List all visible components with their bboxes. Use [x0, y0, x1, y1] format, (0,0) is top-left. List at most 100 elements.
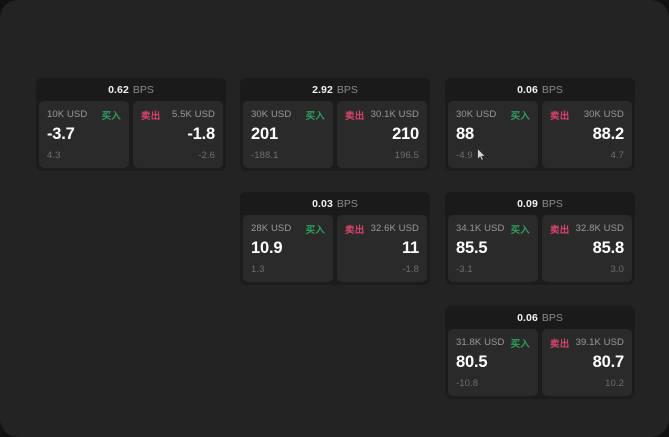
card-header: 0.03 BPS: [240, 192, 430, 215]
buy-price-row: 10.9: [251, 237, 325, 259]
sell-price-row: 11: [345, 237, 419, 259]
sell-size-label: 32.6K USD: [370, 223, 419, 234]
sell-action-label[interactable]: 卖出: [550, 338, 570, 350]
buy-action-label[interactable]: 买入: [510, 110, 530, 122]
bps-unit-label: BPS: [541, 197, 563, 210]
sell-delta-value: 196.5: [394, 149, 419, 161]
buy-side-panel[interactable]: 28K USD 买入 10.9 1.3: [243, 215, 333, 282]
buy-action-label[interactable]: 买入: [305, 224, 325, 236]
bps-value: 0.06: [517, 83, 538, 96]
buy-price-row: 85.5: [456, 237, 530, 259]
bps-value: 2.92: [312, 83, 333, 96]
sell-action-label[interactable]: 卖出: [550, 110, 570, 122]
card-body: 28K USD 买入 10.9 1.3 卖出 32.6K USD 11 -1.8: [240, 215, 430, 285]
sell-size-label: 32.8K USD: [575, 223, 624, 234]
buy-action-label[interactable]: 买入: [510, 338, 530, 350]
buy-action-label[interactable]: 买入: [101, 110, 121, 122]
buy-size-label: 30K USD: [251, 109, 292, 120]
sell-side-panel[interactable]: 卖出 30.1K USD 210 196.5: [337, 101, 427, 168]
sell-panel-header: 卖出 32.6K USD: [345, 222, 419, 236]
bps-value: 0.09: [517, 197, 538, 210]
buy-price-value: 88: [456, 124, 474, 143]
buy-price-value: 85.5: [456, 238, 488, 257]
sell-action-label[interactable]: 卖出: [141, 110, 161, 122]
buy-side-panel[interactable]: 34.1K USD 买入 85.5 -3.1: [448, 215, 538, 282]
sell-panel-header: 卖出 32.8K USD: [550, 222, 624, 236]
bps-value: 0.06: [517, 311, 538, 324]
sell-price-row: 85.8: [550, 237, 625, 259]
sell-action-label[interactable]: 卖出: [345, 224, 365, 236]
buy-size-label: 34.1K USD: [456, 223, 505, 234]
sell-size-label: 30K USD: [583, 109, 624, 120]
sell-price-row: 88.2: [550, 123, 625, 145]
quote-card[interactable]: 0.03 BPS 28K USD 买入 10.9 1.3 卖出 32.6K USD 11 -1.8: [240, 192, 430, 285]
sell-action-label[interactable]: 卖出: [550, 224, 570, 236]
sell-delta-value: -2.6: [198, 149, 215, 161]
sell-size-label: 39.1K USD: [575, 337, 624, 348]
buy-action-label[interactable]: 买入: [510, 224, 530, 236]
quote-card[interactable]: 0.06 BPS 30K USD 买入 88 -4.9 卖出 30K USD 88.2 4.7: [445, 78, 635, 171]
buy-delta-row: -188.1: [251, 148, 325, 162]
sell-delta-row: 10.2: [550, 376, 624, 390]
bps-unit-label: BPS: [132, 83, 154, 96]
sell-delta-row: 196.5: [345, 148, 419, 162]
sell-delta-value: 4.7: [610, 149, 624, 161]
buy-delta-value: -4.9: [456, 149, 473, 161]
buy-delta-row: -3.1: [456, 262, 530, 276]
card-body: 30K USD 买入 201 -188.1 卖出 30.1K USD 210 196.5: [240, 101, 430, 171]
buy-delta-row: -10.8: [456, 376, 530, 390]
buy-delta-row: 1.3: [251, 262, 325, 276]
buy-size-label: 30K USD: [456, 109, 497, 120]
quote-card[interactable]: 0.09 BPS 34.1K USD 买入 85.5 -3.1 卖出 32.8K USD 85.…: [445, 192, 635, 285]
column-1: 0.62 BPS 10K USD 买入 -3.7 4.3 卖出 5.5K USD -1.8 -2.…: [36, 78, 226, 192]
quote-card[interactable]: 2.92 BPS 30K USD 买入 201 -188.1 卖出 30.1K USD 210 1…: [240, 78, 430, 171]
buy-price-value: 10.9: [251, 238, 283, 257]
sell-side-panel[interactable]: 卖出 32.8K USD 85.8 3.0: [542, 215, 632, 282]
sell-size-label: 30.1K USD: [370, 109, 419, 120]
quote-card[interactable]: 0.62 BPS 10K USD 买入 -3.7 4.3 卖出 5.5K USD -1.8 -2.…: [36, 78, 226, 171]
buy-side-panel[interactable]: 31.8K USD 买入 80.5 -10.8: [448, 329, 538, 396]
buy-action-label[interactable]: 买入: [305, 110, 325, 122]
buy-side-panel[interactable]: 30K USD 买入 88 -4.9: [448, 101, 538, 168]
quote-card[interactable]: 0.06 BPS 31.8K USD 买入 80.5 -10.8 卖出 39.1K USD 80…: [445, 306, 635, 399]
buy-size-label: 31.8K USD: [456, 337, 505, 348]
buy-delta-value: 1.3: [251, 263, 265, 275]
buy-delta-value: -3.1: [456, 263, 473, 275]
card-body: 10K USD 买入 -3.7 4.3 卖出 5.5K USD -1.8 -2.6: [36, 101, 226, 171]
sell-price-value: -1.8: [187, 124, 215, 143]
sell-delta-row: 4.7: [550, 148, 624, 162]
card-body: 34.1K USD 买入 85.5 -3.1 卖出 32.8K USD 85.8 3.0: [445, 215, 635, 285]
buy-price-value: 80.5: [456, 352, 488, 371]
buy-panel-header: 34.1K USD 买入: [456, 222, 530, 236]
sell-price-row: 210: [345, 123, 419, 145]
sell-price-value: 80.7: [592, 352, 625, 371]
buy-panel-header: 28K USD 买入: [251, 222, 325, 236]
buy-price-row: 201: [251, 123, 325, 145]
sell-delta-row: 3.0: [550, 262, 624, 276]
sell-side-panel[interactable]: 卖出 5.5K USD -1.8 -2.6: [133, 101, 223, 168]
sell-size-label: 5.5K USD: [171, 109, 215, 120]
sell-side-panel[interactable]: 卖出 30K USD 88.2 4.7: [542, 101, 632, 168]
buy-delta-value: -188.1: [251, 149, 279, 161]
bps-unit-label: BPS: [541, 311, 563, 324]
sell-delta-value: 10.2: [605, 377, 624, 389]
buy-price-row: -3.7: [47, 123, 121, 145]
buy-size-label: 10K USD: [47, 109, 88, 120]
sell-panel-header: 卖出 5.5K USD: [141, 108, 215, 122]
sell-panel-header: 卖出 30K USD: [550, 108, 624, 122]
sell-side-panel[interactable]: 卖出 39.1K USD 80.7 10.2: [542, 329, 632, 396]
sell-side-panel[interactable]: 卖出 32.6K USD 11 -1.8: [337, 215, 427, 282]
sell-delta-value: 3.0: [610, 263, 624, 275]
buy-side-panel[interactable]: 30K USD 买入 201 -188.1: [243, 101, 333, 168]
buy-delta-value: 4.3: [47, 149, 61, 161]
sell-delta-row: -2.6: [141, 148, 215, 162]
sell-action-label[interactable]: 卖出: [345, 110, 365, 122]
card-body: 30K USD 买入 88 -4.9 卖出 30K USD 88.2 4.7: [445, 101, 635, 171]
sell-price-value: 11: [401, 238, 419, 257]
column-3: 0.06 BPS 30K USD 买入 88 -4.9 卖出 30K USD 88.2 4.7 0.…: [445, 78, 635, 420]
buy-side-panel[interactable]: 10K USD 买入 -3.7 4.3: [39, 101, 129, 168]
sell-panel-header: 卖出 39.1K USD: [550, 336, 624, 350]
sell-price-row: 80.7: [550, 351, 625, 373]
sell-delta-value: -1.8: [402, 263, 419, 275]
